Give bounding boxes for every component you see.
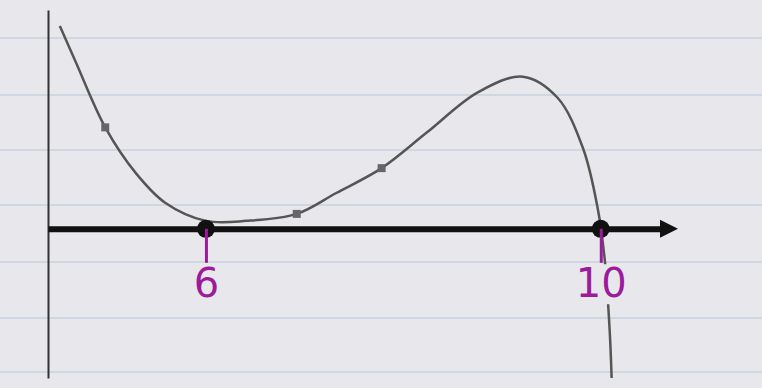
x-tick: 6 (191, 229, 222, 306)
paper-line (0, 372, 762, 373)
point-marker (378, 164, 386, 172)
paper-line (0, 95, 762, 96)
chart: 6 10 (0, 0, 762, 388)
x-tick: 10 (573, 229, 630, 306)
x-tick-mark (600, 229, 603, 263)
paper-lines (0, 38, 762, 372)
y-axis (48, 11, 49, 379)
paper-line (0, 205, 762, 206)
point-marker (293, 210, 301, 218)
x-tick-mark (205, 229, 208, 263)
x-tick-label: 6 (194, 260, 219, 306)
point-marker (101, 123, 109, 131)
paper-line (0, 150, 762, 151)
curve (60, 26, 612, 378)
paper-line (0, 262, 762, 263)
plot-area (60, 26, 612, 378)
axis-arrow (660, 220, 678, 238)
y-axis-line (48, 11, 50, 379)
x-axis: 6 10 (49, 229, 661, 306)
x-axis-line (49, 226, 661, 232)
paper-line (0, 318, 762, 319)
paper-line (0, 38, 762, 39)
x-tick-label: 10 (576, 260, 627, 306)
